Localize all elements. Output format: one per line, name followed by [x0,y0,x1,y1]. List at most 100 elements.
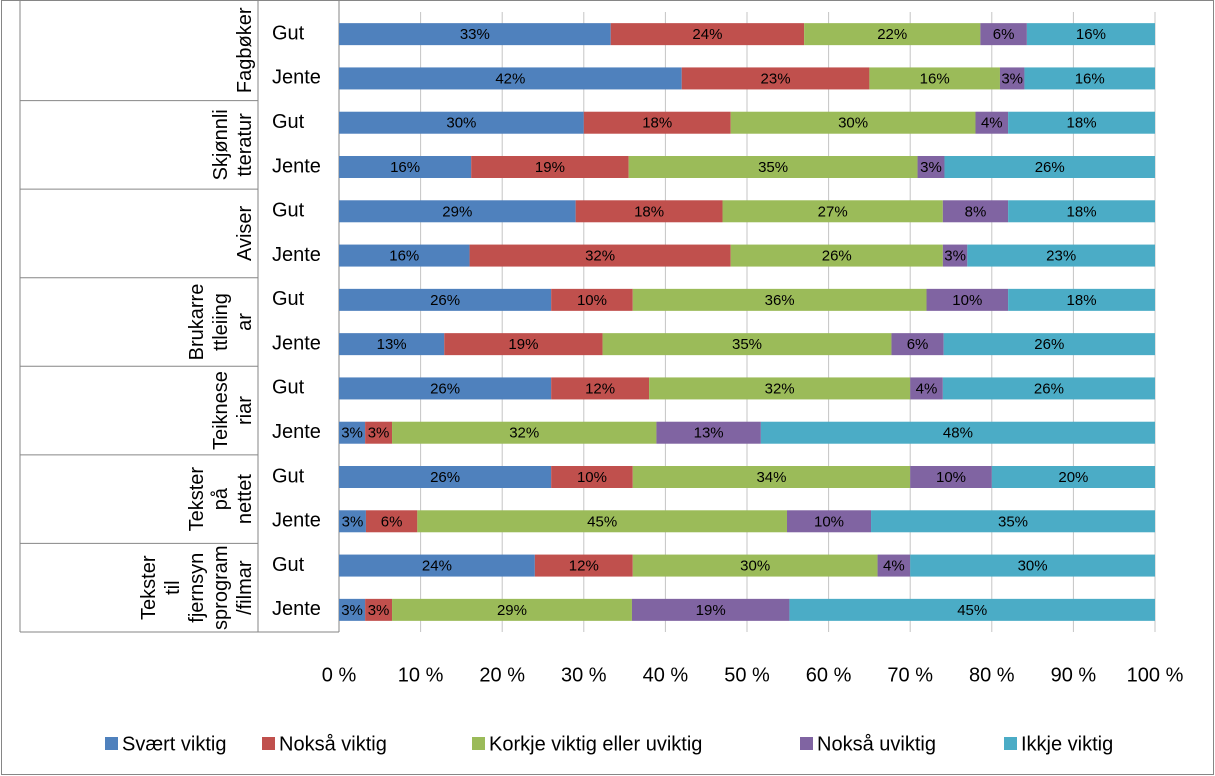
bar-segment [632,554,878,577]
x-tick-label: 30 % [561,664,607,686]
group-label: Tekster til fjernsyn sprogram/filmar [138,545,256,629]
bar-segment [991,466,1155,488]
data-label: 4% [883,558,905,575]
data-label: 35% [998,513,1028,530]
data-label: 30% [838,115,868,132]
bar-segment [730,244,943,267]
data-label: 18% [1067,115,1097,132]
bar-segment [1024,67,1155,90]
data-label: 23% [1046,248,1076,265]
data-label: 24% [692,26,722,43]
row-label: Gut [272,288,305,310]
bar-segment [365,421,393,444]
row-label: Jente [272,332,321,354]
bar-segment [910,466,992,488]
data-label: 8% [965,203,987,220]
bar-segment [444,333,603,356]
legend-label: Svært viktig [122,733,226,755]
row-label: Jente [272,421,321,443]
legend-label: Korkje viktig eller uviktig [489,733,702,755]
x-tick-label: 0 % [322,664,357,686]
bar-segment [1008,200,1155,223]
bar-segment [722,200,943,223]
data-label: 30% [446,115,476,132]
data-label: 26% [1034,380,1064,397]
legend-swatch [105,737,118,750]
bar-segment [942,200,1009,223]
bar-segment [944,156,1155,178]
data-label: 26% [430,292,460,309]
data-label: 26% [1035,159,1065,176]
data-label: 3% [342,513,364,530]
data-label: 34% [756,469,786,486]
data-label: 30% [1018,558,1048,575]
group-label: Tekster på nettet [186,467,256,532]
bar-segment [339,466,552,488]
bar-segment [631,598,790,621]
data-label: 16% [390,159,420,176]
row-label: Jente [272,67,321,89]
bar-segment [942,377,1155,400]
bar-segment [628,156,918,178]
bar-segment [1008,111,1155,134]
bar-segment [551,288,633,311]
bar-segment [339,510,366,533]
bar-segment [339,23,611,46]
bar-segment [417,510,787,533]
data-label: 35% [732,336,762,353]
bar-segment [910,377,943,400]
data-label: 4% [981,115,1003,132]
data-label: 19% [508,336,538,353]
data-label: 18% [1067,203,1097,220]
data-label: 6% [381,513,403,530]
bar-segment [339,200,576,223]
row-label: Gut [272,554,305,576]
data-label: 16% [920,70,950,87]
data-label: 18% [1067,292,1097,309]
bar-segment [551,466,633,488]
bar-segment [339,598,366,621]
bar-segment [339,333,445,356]
bar-segment [910,554,1155,577]
bar-segment [967,244,1155,267]
bar-segment [339,288,552,311]
data-label: 19% [535,159,565,176]
bar-segment [917,156,945,178]
x-tick-label: 100 % [1127,664,1184,686]
bar-segment [804,23,981,46]
bar-segment [681,67,870,90]
bar-segment [942,244,968,267]
bar-segment [891,333,944,356]
data-label: 10% [936,469,966,486]
bar-segment [339,421,366,444]
data-label: 3% [341,425,363,442]
data-label: 19% [696,602,726,619]
bar-segment [575,200,723,223]
data-label: 26% [430,469,460,486]
bar-segment [365,598,393,621]
data-label: 35% [758,159,788,176]
row-label: Jente [272,598,321,620]
data-label: 32% [509,425,539,442]
data-label: 3% [368,425,390,442]
bar-segment [583,111,731,134]
bar-segment [392,598,632,621]
data-label: 10% [577,469,607,486]
bar-segment [999,67,1025,90]
data-label: 36% [765,292,795,309]
bar-segment [365,510,418,533]
data-label: 42% [495,70,525,87]
group-label: Teiknese riar [210,371,256,450]
group-label: Aviser [234,205,256,261]
row-label: Gut [272,200,305,222]
bar-segment [730,111,976,134]
bar-segment [602,333,892,356]
bar-segment [1026,23,1155,46]
data-label: 13% [377,336,407,353]
bar-segment [656,421,761,444]
bar-segment [943,333,1155,356]
data-label: 18% [634,203,664,220]
x-tick-label: 20 % [479,664,525,686]
bar-segment [551,377,650,400]
